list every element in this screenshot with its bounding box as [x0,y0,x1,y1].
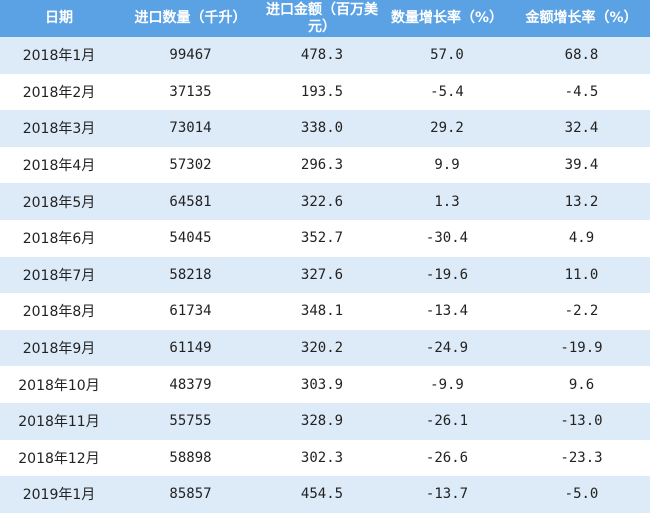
quantity-growth-cell: -26.1 [381,402,513,440]
quantity-cell: 61734 [118,293,263,330]
date-cell: 2018年5月 [0,183,118,220]
quantity-cell: 58218 [118,256,263,294]
amount-growth-cell: 11.0 [513,256,650,294]
quantity-growth-cell: -13.4 [381,293,513,330]
quantity-cell: 99467 [118,37,263,74]
quantity-cell: 61149 [118,329,263,367]
amount-growth-cell: -5.0 [513,476,650,513]
amount-growth-cell: -19.9 [513,329,650,367]
table-row: 2018年1月 99467 478.3 57.0 68.8 [0,37,650,74]
date-cell: 2018年10月 [0,366,118,403]
table-row: 2018年11月 55755 328.9 -26.1 -13.0 [0,402,650,440]
column-header: 数量增长率（%） [381,0,513,37]
quantity-cell: 48379 [118,366,263,403]
quantity-cell: 64581 [118,183,263,220]
date-cell: 2018年11月 [0,402,118,440]
quantity-cell: 55755 [118,402,263,440]
date-cell: 2018年4月 [0,146,118,184]
date-cell: 2018年8月 [0,293,118,330]
amount-cell: 327.6 [263,256,381,294]
amount-cell: 352.7 [263,219,381,257]
table-row: 2018年5月 64581 322.6 1.3 13.2 [0,183,650,220]
date-cell: 2018年1月 [0,37,118,74]
quantity-growth-cell: 1.3 [381,183,513,220]
amount-growth-cell: 39.4 [513,146,650,184]
amount-cell: 338.0 [263,110,381,147]
quantity-growth-cell: -5.4 [381,73,513,111]
date-cell: 2018年7月 [0,256,118,294]
amount-cell: 348.1 [263,293,381,330]
amount-growth-cell: 4.9 [513,219,650,257]
amount-cell: 193.5 [263,73,381,111]
quantity-growth-cell: 29.2 [381,110,513,147]
date-cell: 2018年6月 [0,219,118,257]
amount-growth-cell: -2.2 [513,293,650,330]
quantity-growth-cell: -26.6 [381,439,513,477]
amount-cell: 303.9 [263,366,381,403]
amount-growth-cell: 13.2 [513,183,650,220]
amount-growth-cell: -13.0 [513,402,650,440]
amount-growth-cell: -4.5 [513,73,650,111]
quantity-growth-cell: -19.6 [381,256,513,294]
quantity-cell: 73014 [118,110,263,147]
quantity-growth-cell: -30.4 [381,219,513,257]
table-row: 2018年4月 57302 296.3 9.9 39.4 [0,146,650,184]
quantity-growth-cell: 57.0 [381,37,513,74]
table-row: 2018年7月 58218 327.6 -19.6 11.0 [0,256,650,294]
quantity-cell: 54045 [118,219,263,257]
amount-cell: 320.2 [263,329,381,367]
table-row: 2018年8月 61734 348.1 -13.4 -2.2 [0,293,650,330]
table-row: 2018年3月 73014 338.0 29.2 32.4 [0,110,650,147]
column-header: 金额增长率（%） [513,0,650,37]
date-cell: 2018年2月 [0,73,118,111]
header-row: 日期 进口数量（千升） 进口金额（百万美元） 数量增长率（%） 金额增长率（%） [0,0,650,37]
table-row: 2018年9月 61149 320.2 -24.9 -19.9 [0,329,650,367]
amount-cell: 454.5 [263,476,381,513]
quantity-growth-cell: 9.9 [381,146,513,184]
quantity-growth-cell: -13.7 [381,476,513,513]
amount-cell: 302.3 [263,439,381,477]
date-cell: 2018年9月 [0,329,118,367]
table-row: 2018年12月 58898 302.3 -26.6 -23.3 [0,439,650,477]
table-row: 2018年10月 48379 303.9 -9.9 9.6 [0,366,650,403]
quantity-growth-cell: -24.9 [381,329,513,367]
amount-cell: 478.3 [263,37,381,74]
amount-growth-cell: 32.4 [513,110,650,147]
amount-growth-cell: 68.8 [513,37,650,74]
quantity-cell: 58898 [118,439,263,477]
amount-growth-cell: -23.3 [513,439,650,477]
quantity-growth-cell: -9.9 [381,366,513,403]
amount-cell: 328.9 [263,402,381,440]
quantity-cell: 57302 [118,146,263,184]
amount-cell: 296.3 [263,146,381,184]
date-cell: 2018年12月 [0,439,118,477]
column-header: 进口数量（千升） [118,0,263,37]
quantity-cell: 85857 [118,476,263,513]
amount-growth-cell: 9.6 [513,366,650,403]
table-row: 2019年1月 85857 454.5 -13.7 -5.0 [0,476,650,513]
date-cell: 2019年1月 [0,476,118,513]
table-row: 2018年6月 54045 352.7 -30.4 4.9 [0,219,650,257]
amount-cell: 322.6 [263,183,381,220]
column-header: 日期 [0,0,118,37]
table-row: 2018年2月 37135 193.5 -5.4 -4.5 [0,73,650,111]
date-cell: 2018年3月 [0,110,118,147]
quantity-cell: 37135 [118,73,263,111]
column-header: 进口金额（百万美元） [263,0,381,37]
